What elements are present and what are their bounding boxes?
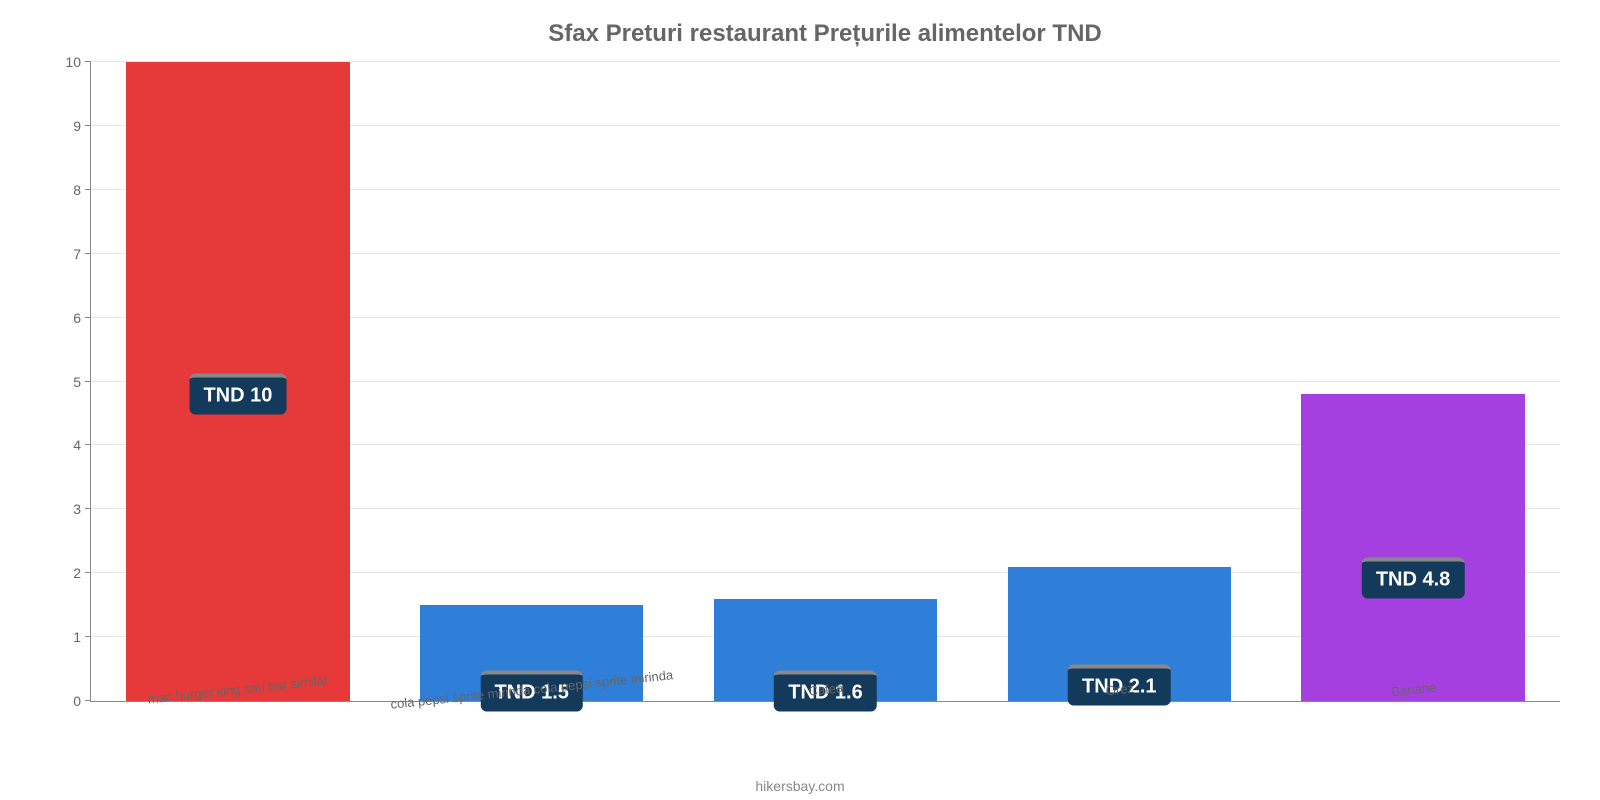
x-label-slot: mac burger king sau bar similar — [90, 682, 384, 722]
bar-slot: TND 1.6 — [679, 62, 973, 701]
x-label-slot: cola pepsi sprite mirinda cola pepsi spr… — [384, 682, 678, 722]
bar: TND 2.1 — [1008, 567, 1231, 701]
y-tick-label: 0 — [73, 693, 91, 709]
x-tick-label: Banane — [1391, 680, 1437, 700]
bars-row: TND 10 TND 1.5TND 1.6 TND 2.1 TND 4.8 — [91, 62, 1560, 701]
chart-container: Sfax Preturi restaurant Prețurile alimen… — [0, 0, 1600, 800]
footer-attribution: hikersbay.com — [0, 778, 1600, 794]
y-tick-label: 10 — [65, 54, 91, 70]
x-label-slot: Cafea — [678, 682, 972, 722]
x-tick-label: Orez — [1105, 681, 1135, 699]
x-axis-labels: mac burger king sau bar similarcola peps… — [90, 682, 1560, 722]
bar-slot: TND 1.5 — [385, 62, 679, 701]
bar-slot: TND 2.1 — [972, 62, 1266, 701]
y-tick-label: 1 — [73, 629, 91, 645]
bar: TND 4.8 — [1301, 394, 1524, 701]
y-tick-label: 8 — [73, 182, 91, 198]
bar: TND 10 — [126, 62, 349, 701]
y-tick-label: 9 — [73, 118, 91, 134]
y-tick-label: 2 — [73, 565, 91, 581]
bar-value-label: TND 4.8 — [1362, 558, 1464, 599]
y-tick-label: 3 — [73, 501, 91, 517]
y-tick-label: 6 — [73, 310, 91, 326]
bar-value-label: TND 10 — [189, 374, 286, 415]
chart-title: Sfax Preturi restaurant Prețurile alimen… — [90, 20, 1560, 48]
x-tick-label: Cafea — [808, 680, 844, 699]
y-tick-label: 4 — [73, 437, 91, 453]
bar-slot: TND 4.8 — [1266, 62, 1560, 701]
y-tick-label: 5 — [73, 374, 91, 390]
y-tick-label: 7 — [73, 246, 91, 262]
plot-area: 012345678910 TND 10TND 1.5TND 1.6TND 2.1… — [90, 62, 1560, 702]
bar-slot: TND 10 — [91, 62, 385, 701]
x-label-slot: Banane — [1266, 682, 1560, 722]
x-label-slot: Orez — [972, 682, 1266, 722]
